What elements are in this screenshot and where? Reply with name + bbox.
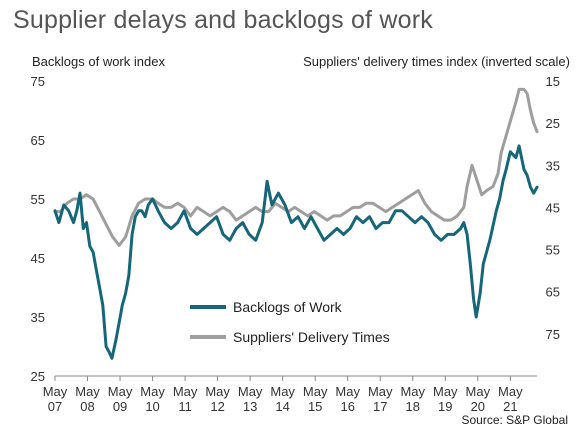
chart-title: Supplier delays and backlogs of work bbox=[13, 6, 433, 34]
y-right-tick-label: 15 bbox=[546, 74, 560, 89]
x-tick-year: 16 bbox=[340, 399, 354, 414]
series-line-delivery bbox=[53, 87, 539, 247]
x-tick-year: 18 bbox=[406, 399, 420, 414]
x-tick-month: May bbox=[368, 384, 393, 399]
x-tick-month: May bbox=[75, 384, 100, 399]
y-right-tick-label: 75 bbox=[546, 327, 560, 342]
x-tick-year: 21 bbox=[503, 399, 517, 414]
x-tick-year: 12 bbox=[210, 399, 224, 414]
source-note: Source: S&P Global bbox=[461, 413, 568, 427]
x-tick-year: 19 bbox=[438, 399, 452, 414]
x-tick-year: 15 bbox=[308, 399, 322, 414]
x-tick-month: May bbox=[433, 384, 458, 399]
x-tick-month: May bbox=[303, 384, 328, 399]
y-left-tick-label: 65 bbox=[31, 133, 45, 148]
y-axis-right-label: Suppliers' delivery times index (inverte… bbox=[303, 54, 570, 69]
y-right-tick-label: 65 bbox=[546, 285, 560, 300]
x-tick-month: May bbox=[466, 384, 491, 399]
y-left-tick-label: 25 bbox=[31, 369, 45, 384]
y-axis-right: 15 25 35 45 55 65 75 bbox=[546, 74, 560, 342]
y-left-tick-label: 35 bbox=[31, 310, 45, 325]
y-axis-left-label: Backlogs of work index bbox=[32, 54, 165, 69]
x-tick-year: 09 bbox=[113, 399, 127, 414]
y-axis-left: 75 65 55 45 35 25 bbox=[31, 74, 45, 384]
x-tick-year: 20 bbox=[471, 399, 485, 414]
x-tick-month: May bbox=[400, 384, 425, 399]
x-tick-month: May bbox=[270, 384, 295, 399]
y-left-tick-label: 75 bbox=[31, 74, 45, 89]
x-tick-year: 11 bbox=[178, 399, 192, 414]
x-tick-year: 13 bbox=[243, 399, 257, 414]
x-tick-year: 17 bbox=[373, 399, 387, 414]
x-tick-month: May bbox=[335, 384, 360, 399]
y-right-tick-label: 35 bbox=[546, 158, 560, 173]
y-left-tick-label: 55 bbox=[31, 192, 45, 207]
series-lines bbox=[53, 87, 539, 360]
x-tick-year: 14 bbox=[275, 399, 289, 414]
y-left-tick-label: 45 bbox=[31, 251, 45, 266]
legend: Backlogs of Work Suppliers' Delivery Tim… bbox=[190, 299, 390, 345]
x-tick-month: May bbox=[43, 384, 68, 399]
y-right-tick-label: 25 bbox=[546, 116, 560, 131]
x-tick-year: 07 bbox=[48, 399, 62, 414]
legend-label-backlogs: Backlogs of Work bbox=[233, 299, 343, 315]
series-line-backlogs bbox=[53, 144, 539, 360]
x-tick-year: 08 bbox=[80, 399, 94, 414]
x-tick-month: May bbox=[205, 384, 230, 399]
x-tick-month: May bbox=[498, 384, 523, 399]
x-axis: May07May08May09May10May11May12May13May14… bbox=[43, 376, 523, 414]
x-tick-month: May bbox=[173, 384, 198, 399]
y-right-tick-label: 45 bbox=[546, 200, 560, 215]
x-tick-month: May bbox=[238, 384, 263, 399]
x-tick-year: 10 bbox=[145, 399, 159, 414]
x-tick-month: May bbox=[108, 384, 133, 399]
legend-label-delivery: Suppliers' Delivery Times bbox=[233, 329, 390, 345]
y-right-tick-label: 55 bbox=[546, 243, 560, 258]
x-tick-month: May bbox=[140, 384, 165, 399]
